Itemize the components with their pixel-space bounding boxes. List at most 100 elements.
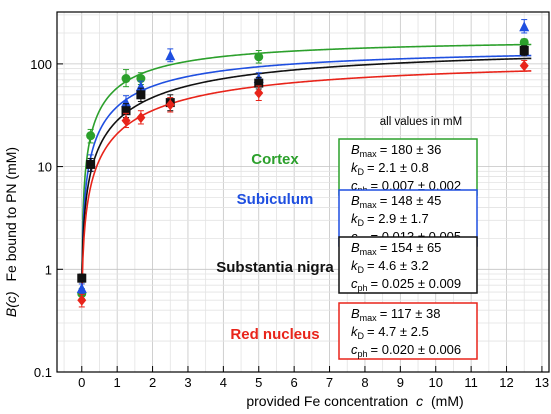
data-point (86, 131, 96, 141)
parameter-subscript: D (358, 218, 365, 228)
fit-curve (80, 57, 532, 278)
x-axis-label: provided Fe concentration c (mM) (246, 393, 463, 409)
parameter-symbol: k (351, 211, 359, 226)
parameter-text: Bmax = 180 ± 36 (351, 142, 441, 159)
parameter-subscript: D (358, 331, 365, 341)
parameter-symbol: B (351, 240, 360, 255)
data-point (165, 99, 175, 111)
data-point (519, 60, 529, 72)
y-tick-label: 10 (38, 160, 52, 175)
series-name-label: Red nucleus (230, 326, 319, 343)
parameter-text: cph = 0.025 ± 0.009 (351, 276, 461, 293)
fit-curve (80, 43, 532, 293)
units-note: all values in mM (380, 116, 462, 128)
parameter-text: Bmax = 148 ± 45 (351, 193, 441, 210)
parameter-symbol: c (351, 178, 358, 193)
x-tick-label: 10 (428, 375, 442, 390)
x-axis-label-text: provided Fe concentration (246, 393, 408, 409)
series-name-label: Substantia nigra (216, 259, 334, 276)
data-point (519, 37, 529, 47)
data-point (254, 52, 264, 62)
parameter-symbol: k (351, 324, 359, 339)
x-axis-label-unit: (mM) (431, 393, 464, 409)
series-name-label: Cortex (251, 151, 299, 168)
parameter-text: kD = 4.6 ± 3.2 (351, 258, 429, 275)
fit-curve (80, 54, 532, 288)
parameter-subscript: ph (358, 283, 368, 293)
y-axis-label-text: Fe bound to PN (mM) (3, 147, 19, 282)
parameter-value: = 117 ± 38 (380, 306, 441, 321)
parameter-symbol: c (351, 342, 358, 357)
parameter-value: = 154 ± 65 (380, 240, 442, 255)
data-points (76, 19, 530, 308)
parameter-text: cph = 0.020 ± 0.006 (351, 342, 461, 359)
data-point (254, 78, 264, 88)
fit-curves (80, 43, 532, 301)
data-point (165, 50, 176, 61)
data-point (254, 87, 264, 99)
parameter-symbol: k (351, 258, 359, 273)
y-tick-label: 1 (45, 262, 52, 277)
parameter-symbol: k (351, 160, 359, 175)
y-tick-label: 0.1 (34, 365, 52, 380)
parameter-text: Bmax = 117 ± 38 (351, 306, 440, 323)
data-point (519, 21, 530, 32)
fit-curve (80, 70, 532, 301)
parameter-subscript: D (358, 167, 365, 177)
parameter-value: = 148 ± 45 (380, 193, 442, 208)
parameter-value: = 2.9 ± 1.7 (367, 211, 429, 226)
x-tick-label: 1 (114, 375, 121, 390)
parameter-text: kD = 2.9 ± 1.7 (351, 211, 429, 228)
x-tick-label: 8 (361, 375, 368, 390)
plot-frame (56, 11, 550, 373)
parameter-value: = 4.6 ± 3.2 (367, 258, 429, 273)
data-point (136, 90, 146, 100)
data-point (121, 97, 132, 108)
data-point (136, 112, 146, 124)
y-tick-label: 100 (30, 57, 52, 72)
parameter-value: = 4.7 ± 2.5 (367, 324, 429, 339)
data-point (86, 159, 96, 169)
data-point (77, 294, 87, 306)
data-point (76, 283, 87, 294)
parameter-symbol: B (351, 306, 360, 321)
data-point (77, 273, 87, 283)
parameter-symbol: c (351, 276, 358, 291)
parameter-value: = 180 ± 36 (380, 142, 442, 157)
data-point (121, 106, 131, 116)
x-axis-label-var: c (416, 393, 423, 409)
x-tick-label: 5 (255, 375, 262, 390)
parameter-value: = 0.025 ± 0.009 (371, 276, 462, 291)
data-point (121, 74, 131, 84)
y-axis-label-func: B(c) (3, 291, 19, 317)
x-tick-label: 12 (499, 375, 513, 390)
x-tick-label: 7 (326, 375, 333, 390)
parameter-subscript: max (360, 313, 378, 323)
parameter-subscript: max (360, 247, 378, 257)
parameter-subscript: D (358, 265, 365, 275)
x-tick-label: 9 (397, 375, 404, 390)
x-tick-label: 2 (149, 375, 156, 390)
parameter-text: Bmax = 154 ± 65 (351, 240, 441, 257)
series-points (77, 59, 529, 308)
parameter-value: = 0.020 ± 0.006 (371, 342, 462, 357)
parameter-box (338, 302, 478, 360)
parameter-subscript: ph (358, 349, 368, 359)
data-point (121, 115, 131, 127)
x-tick-label: 6 (291, 375, 298, 390)
parameter-symbol: B (351, 142, 360, 157)
series-name-label: Subiculum (237, 191, 314, 208)
parameter-text: kD = 4.7 ± 2.5 (351, 324, 429, 341)
parameter-subscript: max (360, 149, 378, 159)
parameter-text: kD = 2.1 ± 0.8 (351, 160, 429, 177)
parameter-subscript: max (360, 200, 378, 210)
x-tick-label: 0 (78, 375, 85, 390)
parameter-box (338, 236, 478, 294)
x-tick-label: 3 (184, 375, 191, 390)
parameter-box (338, 138, 478, 196)
